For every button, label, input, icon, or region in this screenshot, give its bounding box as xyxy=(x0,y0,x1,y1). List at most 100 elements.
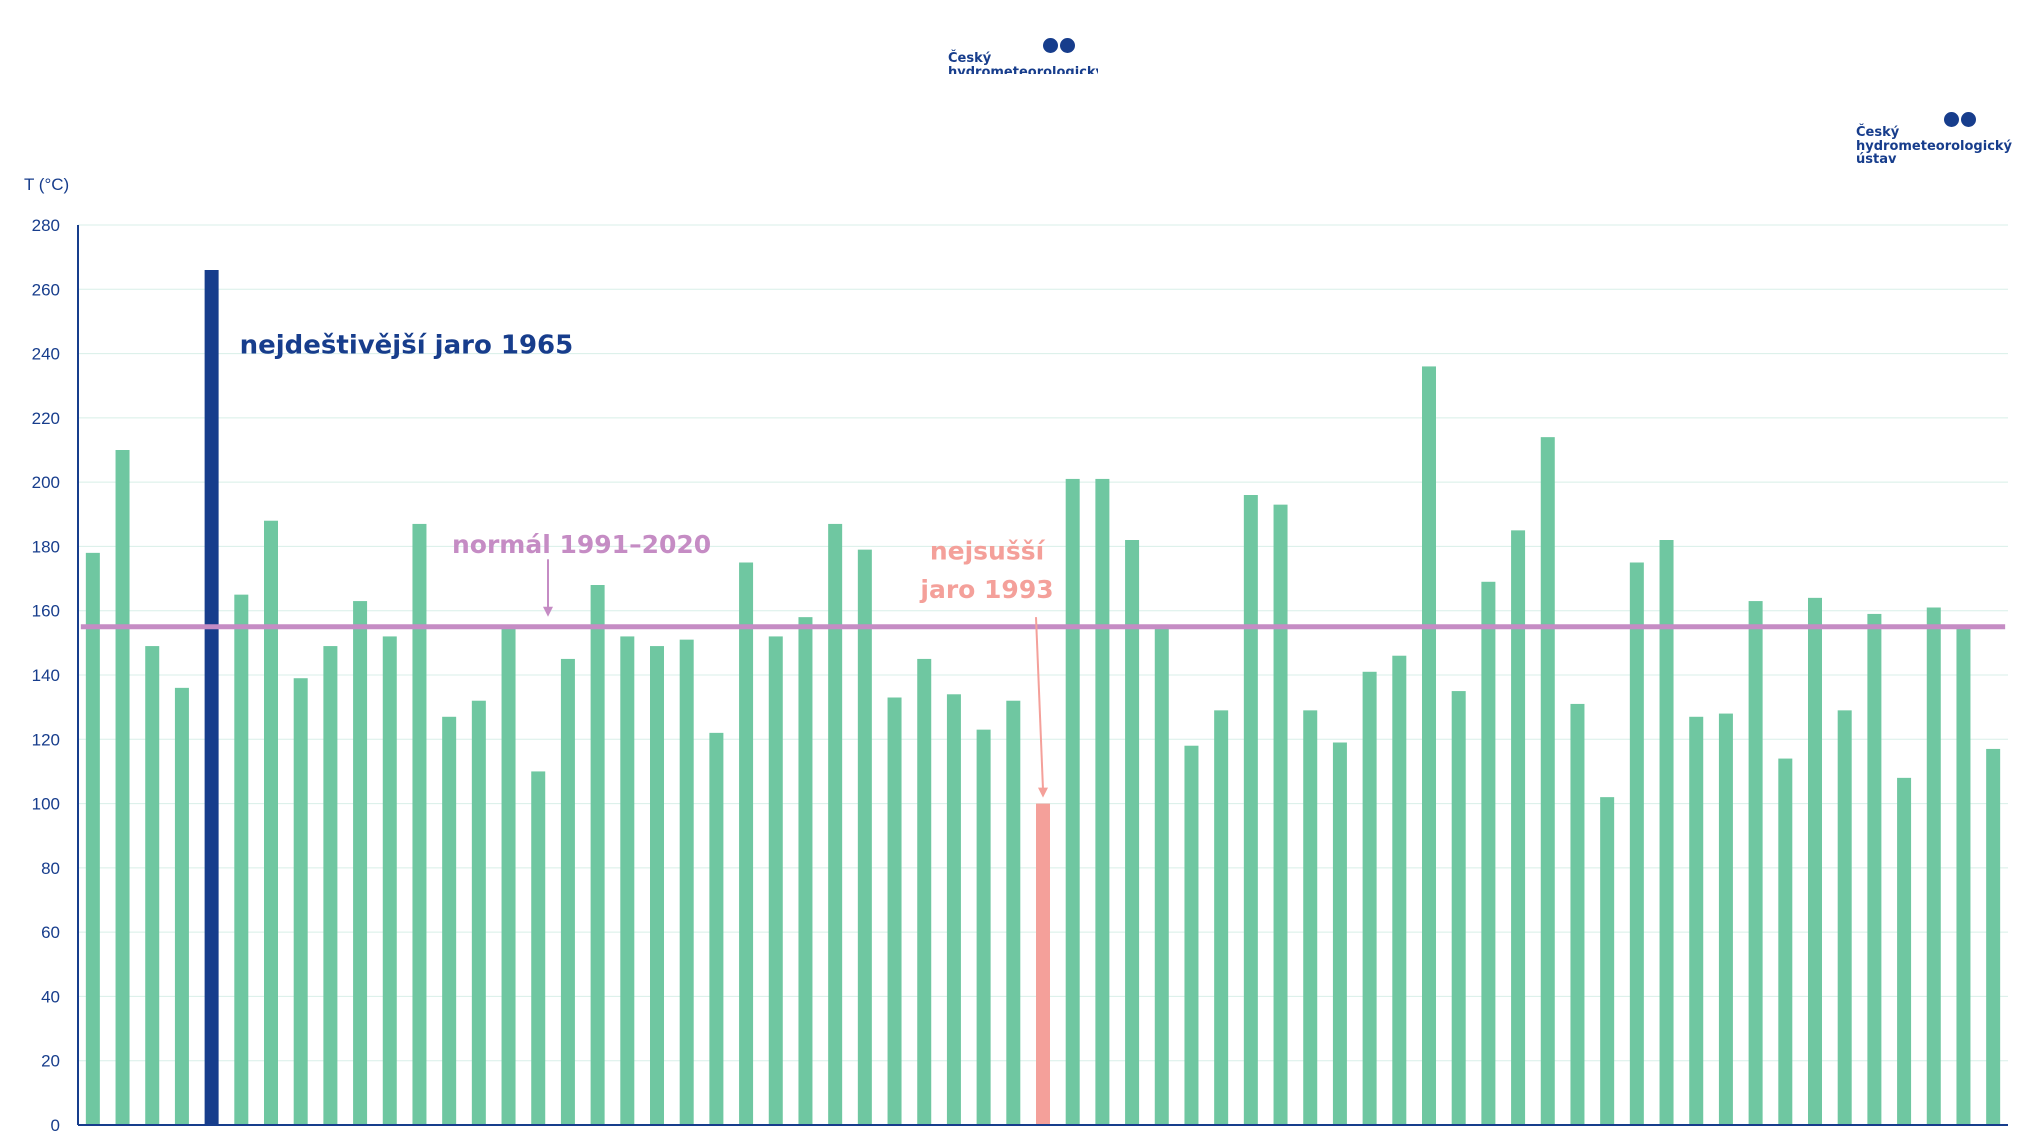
bar xyxy=(620,636,635,1125)
bar xyxy=(1986,748,2001,1125)
bar xyxy=(293,678,308,1125)
y-tick-label: 20 xyxy=(41,1052,60,1071)
bar xyxy=(1065,478,1080,1125)
bar xyxy=(412,523,427,1125)
y-axis-label: T (°C) xyxy=(24,175,69,194)
annotation-wettest: nejdeštivější jaro 1965 xyxy=(240,331,574,361)
normal-arrowhead xyxy=(543,606,553,617)
bar xyxy=(946,694,961,1125)
bar xyxy=(1629,562,1644,1125)
bar xyxy=(1956,626,1971,1125)
bar xyxy=(204,270,219,1125)
bar xyxy=(1154,626,1169,1125)
bar xyxy=(1036,803,1050,1125)
logo-dot-icon xyxy=(1944,112,1959,127)
driest-arrowhead xyxy=(1038,787,1048,798)
logo-dot-icon xyxy=(1961,112,1976,127)
bar xyxy=(709,732,724,1125)
bar xyxy=(1837,710,1852,1125)
logo-text-line1: Český xyxy=(1856,125,1900,140)
bar xyxy=(1095,478,1110,1125)
annotation-normal: normál 1991–2020 xyxy=(452,530,711,559)
bar xyxy=(471,700,486,1125)
bar xyxy=(798,617,813,1125)
bar xyxy=(1897,777,1912,1125)
bar xyxy=(1926,607,1941,1125)
bar xyxy=(1540,437,1555,1126)
y-tick-label: 100 xyxy=(32,795,60,814)
bar xyxy=(1718,713,1733,1125)
logo-dot-icon xyxy=(1060,38,1075,53)
bar xyxy=(917,658,932,1125)
logo-text-line2: hydrometeorologický xyxy=(948,64,1098,74)
bar xyxy=(1273,504,1288,1126)
logo-text-line2: hydrometeorologický xyxy=(1856,138,2013,154)
bar xyxy=(1243,495,1258,1125)
y-tick-label: 120 xyxy=(32,730,60,749)
bar xyxy=(1422,366,1436,1125)
bar xyxy=(353,601,368,1125)
bar xyxy=(739,562,754,1125)
bar xyxy=(1303,710,1318,1125)
y-tick-label: 0 xyxy=(51,1116,60,1135)
y-tick-label: 240 xyxy=(32,345,60,364)
bar xyxy=(442,716,457,1125)
logo-chmi-corner: Český hydrometeorologický ústav xyxy=(1856,112,2012,172)
bar xyxy=(1600,797,1615,1125)
logo-text-line1: Český xyxy=(948,51,992,66)
bar xyxy=(1392,655,1407,1125)
bar xyxy=(501,626,516,1125)
bar xyxy=(264,520,278,1125)
bar xyxy=(174,687,189,1125)
bars xyxy=(85,270,2001,1126)
y-tick-label: 280 xyxy=(32,216,60,235)
y-tick-label: 220 xyxy=(32,409,60,428)
y-tick-label: 260 xyxy=(32,280,60,299)
bar xyxy=(1451,691,1466,1125)
bar xyxy=(1867,613,1882,1125)
bar xyxy=(1006,700,1021,1125)
bar xyxy=(1570,703,1585,1125)
bar xyxy=(382,636,397,1125)
bar xyxy=(234,594,249,1125)
logo-dot-icon xyxy=(1043,38,1058,53)
logo-chmi-top: Český hydrometeorologický xyxy=(948,38,1098,74)
bar xyxy=(85,552,100,1125)
bar xyxy=(976,729,991,1125)
logo-text-line3: ústav xyxy=(1856,152,1897,168)
bar xyxy=(1511,530,1526,1125)
bar xyxy=(1659,540,1674,1125)
bar xyxy=(560,658,575,1125)
bar xyxy=(145,646,160,1125)
y-tick-label: 40 xyxy=(41,987,60,1006)
bar xyxy=(1778,758,1793,1125)
bar xyxy=(650,646,664,1125)
driest-arrow xyxy=(1035,617,1044,790)
bar xyxy=(1214,710,1229,1125)
annotation-driest-line1: nejsušší xyxy=(930,536,1046,565)
bar xyxy=(531,771,546,1125)
bar xyxy=(1125,540,1140,1125)
y-axis-ticks: 0 20 40 60 80 100 120 140 160 180 200 220 240 260 280 xyxy=(32,216,60,1135)
bar xyxy=(828,523,843,1125)
bar xyxy=(115,450,130,1125)
bar xyxy=(1362,671,1377,1125)
annotation-driest-line2: jaro 1993 xyxy=(919,575,1053,604)
y-tick-label: 60 xyxy=(41,923,60,942)
y-tick-label: 180 xyxy=(32,537,60,556)
bar xyxy=(887,697,902,1125)
bar xyxy=(679,639,694,1125)
bar xyxy=(1748,601,1763,1125)
y-tick-label: 80 xyxy=(41,859,60,878)
bar xyxy=(768,636,783,1125)
bar xyxy=(1689,716,1704,1125)
bar xyxy=(590,585,605,1125)
bar xyxy=(1808,597,1822,1125)
bar xyxy=(857,549,872,1125)
y-tick-label: 140 xyxy=(32,666,60,685)
y-tick-label: 160 xyxy=(32,602,60,621)
bar xyxy=(1184,745,1199,1125)
bar xyxy=(323,646,338,1125)
y-tick-label: 200 xyxy=(32,473,60,492)
